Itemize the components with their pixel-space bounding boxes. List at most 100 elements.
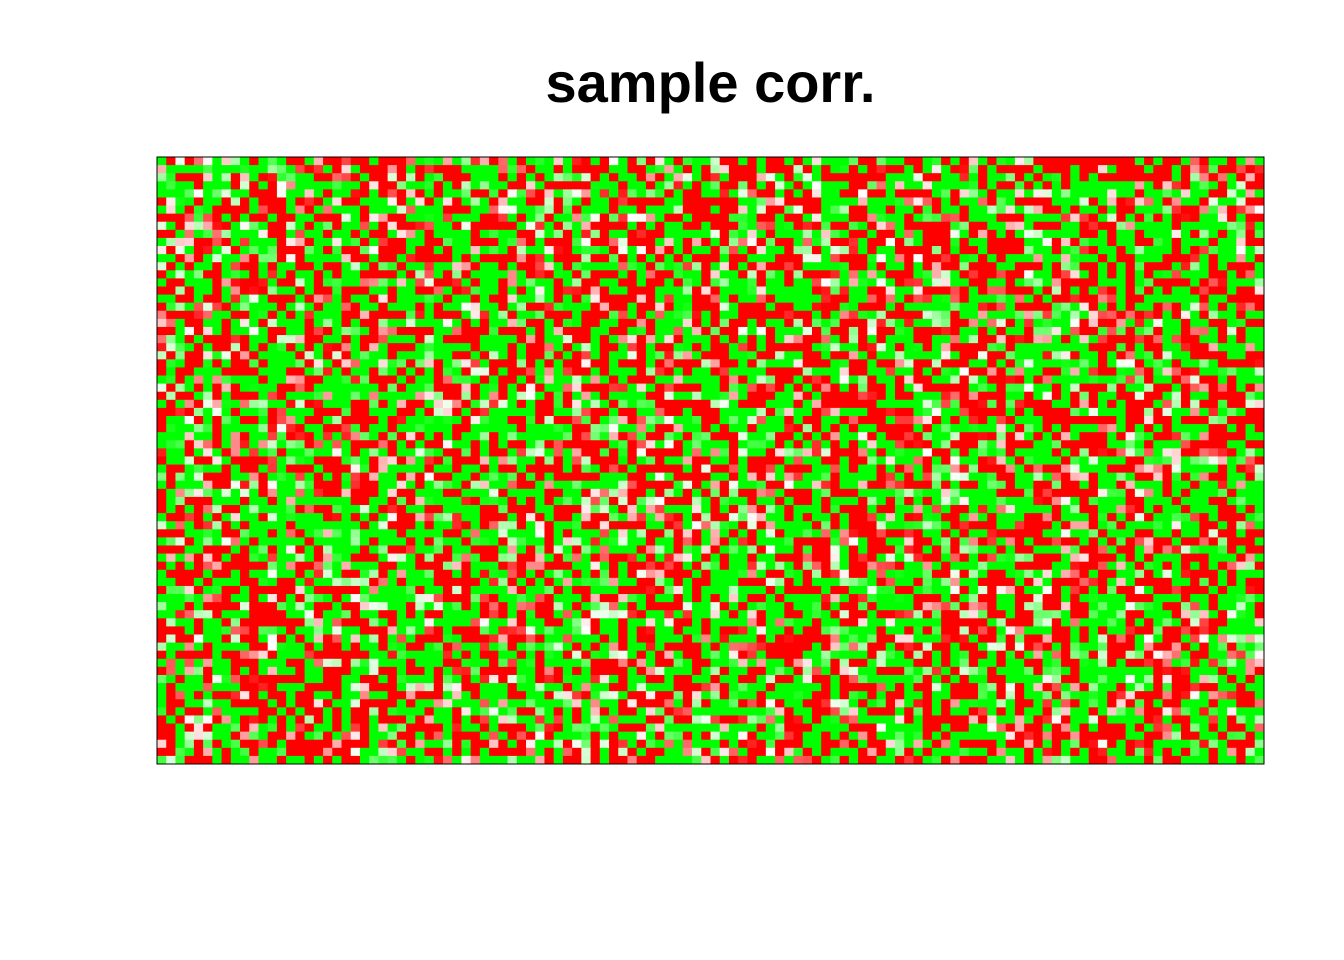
heatmap-cell xyxy=(1014,432,1025,441)
heatmap-cell xyxy=(627,407,638,417)
heatmap-cell xyxy=(452,391,462,401)
heatmap-cell xyxy=(424,286,435,295)
heatmap-cell xyxy=(304,456,315,465)
heatmap-cell xyxy=(655,157,665,166)
heatmap-cell xyxy=(1061,472,1071,482)
heatmap-cell xyxy=(516,351,527,360)
heatmap-cell xyxy=(867,343,877,352)
heatmap-cell xyxy=(313,181,324,190)
heatmap-cell xyxy=(636,237,647,247)
heatmap-cell xyxy=(931,415,942,425)
heatmap-cell xyxy=(673,189,684,198)
heatmap-cell xyxy=(258,335,269,344)
heatmap-cell xyxy=(184,472,195,482)
heatmap-cell xyxy=(175,181,186,190)
heatmap-cell xyxy=(968,448,979,457)
heatmap-cell xyxy=(1227,432,1237,441)
heatmap-cell xyxy=(987,205,997,215)
heatmap-cell xyxy=(1208,472,1219,482)
heatmap-cell xyxy=(913,189,924,198)
heatmap-cell xyxy=(590,359,601,368)
heatmap-cell xyxy=(240,246,250,255)
heatmap-cell xyxy=(295,399,305,409)
heatmap-cell xyxy=(682,440,693,449)
heatmap-cell xyxy=(830,229,841,239)
heatmap-cell xyxy=(885,351,896,360)
heatmap-cell xyxy=(1024,432,1034,441)
heatmap-cell xyxy=(627,318,638,328)
heatmap-cell xyxy=(1079,246,1090,255)
heatmap-cell xyxy=(664,351,674,360)
heatmap-cell xyxy=(775,359,785,368)
heatmap-cell xyxy=(747,391,758,401)
heatmap-cell xyxy=(876,213,887,223)
heatmap-cell xyxy=(544,359,555,368)
heatmap-cell xyxy=(203,197,213,206)
heatmap-cell xyxy=(184,359,195,368)
heatmap-cell xyxy=(627,181,638,190)
heatmap-cell xyxy=(821,351,831,360)
heatmap-cell xyxy=(193,424,204,433)
heatmap-cell xyxy=(931,375,942,385)
heatmap-cell xyxy=(249,448,259,457)
heatmap-cell xyxy=(1162,367,1173,376)
heatmap-cell xyxy=(1153,367,1163,376)
heatmap-cell xyxy=(406,246,416,255)
heatmap-cell xyxy=(479,343,490,352)
heatmap-cell xyxy=(1051,302,1062,312)
heatmap-cell xyxy=(387,432,398,441)
heatmap-cell xyxy=(1245,237,1256,247)
heatmap-cell xyxy=(1254,472,1265,482)
heatmap-cell xyxy=(1107,205,1117,215)
heatmap-cell xyxy=(719,351,730,360)
heatmap-cell xyxy=(1107,181,1117,190)
heatmap-cell xyxy=(1227,480,1237,490)
heatmap-cell xyxy=(1208,302,1219,312)
heatmap-cell xyxy=(535,424,545,433)
heatmap-cell xyxy=(1042,456,1053,465)
heatmap-cell xyxy=(276,399,287,409)
heatmap-cell xyxy=(544,205,555,215)
heatmap-cell xyxy=(950,326,960,336)
heatmap-cell xyxy=(627,189,638,198)
heatmap-cell xyxy=(193,310,204,320)
heatmap-cell xyxy=(212,432,222,441)
heatmap-cell xyxy=(609,157,619,166)
heatmap-cell xyxy=(1208,237,1219,247)
heatmap-cell xyxy=(286,464,296,474)
heatmap-cell xyxy=(323,367,333,376)
heatmap-cell xyxy=(369,237,379,247)
heatmap-cell xyxy=(682,237,693,247)
heatmap-cell xyxy=(655,205,665,215)
heatmap-cell xyxy=(193,335,204,344)
heatmap-cell xyxy=(452,294,462,304)
heatmap-cell xyxy=(498,351,508,360)
heatmap-cell xyxy=(415,424,425,433)
heatmap-cell xyxy=(1051,472,1062,482)
heatmap-cell xyxy=(157,448,167,457)
heatmap-cell xyxy=(1116,181,1127,190)
heatmap-cell xyxy=(636,221,647,231)
heatmap-cell xyxy=(590,181,601,190)
heatmap-cell xyxy=(959,391,970,401)
heatmap-cell xyxy=(1088,270,1099,279)
heatmap-cell xyxy=(1190,229,1200,239)
heatmap-cell xyxy=(950,237,960,247)
heatmap-cell xyxy=(1180,318,1191,328)
heatmap-cell xyxy=(719,165,730,174)
heatmap-cell xyxy=(203,221,213,231)
heatmap-cell xyxy=(424,407,435,417)
heatmap-cell xyxy=(590,246,601,255)
heatmap-cell xyxy=(332,464,342,474)
heatmap-cell xyxy=(526,440,536,449)
heatmap-cell xyxy=(553,424,564,433)
heatmap-cell xyxy=(839,181,850,190)
heatmap-cell xyxy=(1014,213,1025,223)
heatmap-cell xyxy=(295,229,305,239)
heatmap-cell xyxy=(175,480,186,490)
heatmap-cell xyxy=(811,375,822,385)
heatmap-cell xyxy=(1042,391,1053,401)
heatmap-cell xyxy=(895,472,905,482)
heatmap-cell xyxy=(719,335,730,344)
heatmap-cell xyxy=(1180,335,1191,344)
